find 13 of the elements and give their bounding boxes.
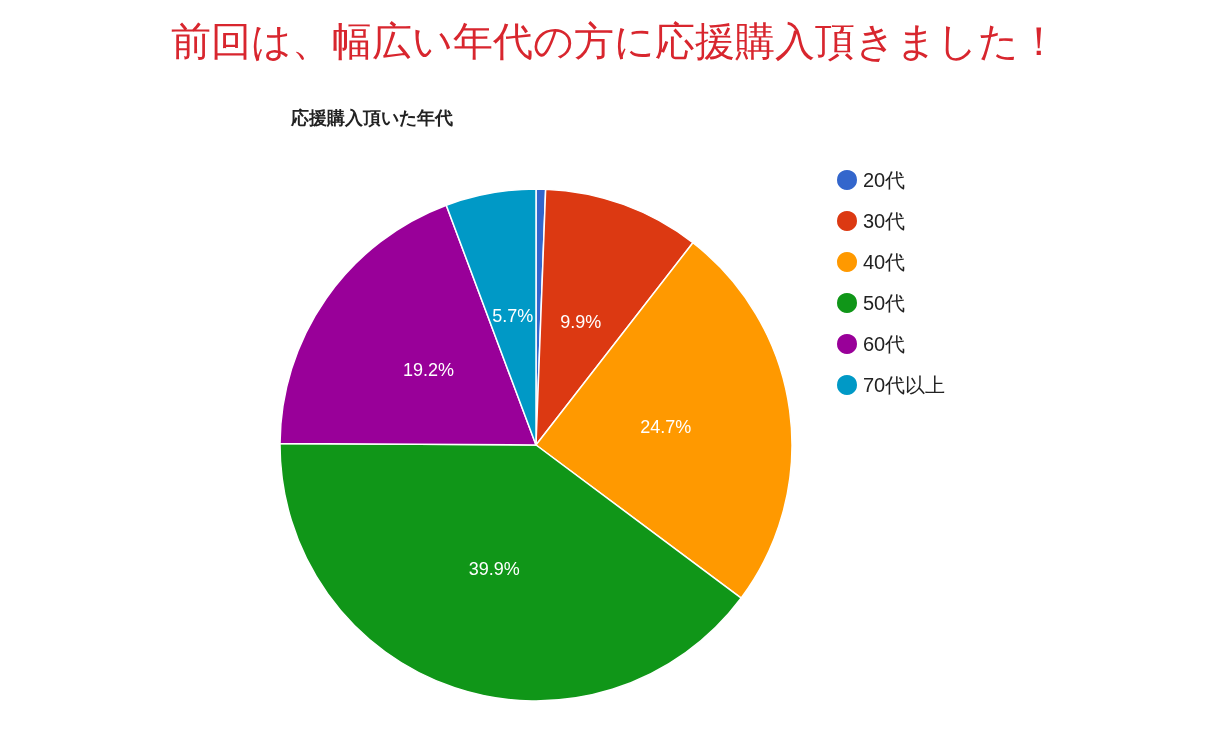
chart-subtitle: 応援購入頂いた年代 xyxy=(290,108,453,128)
legend-label: 20代 xyxy=(863,169,906,191)
legend-label: 40代 xyxy=(863,251,906,273)
data-label: 5.7% xyxy=(492,306,534,327)
legend-label: 70代以上 xyxy=(863,374,946,396)
chart-title: 前回は、幅広い年代の方に応援購入頂きました！ xyxy=(171,18,1059,64)
data-label: 19.2% xyxy=(403,360,455,381)
data-label: 24.7% xyxy=(640,417,692,438)
legend-label: 30代 xyxy=(863,210,906,232)
data-label: 9.9% xyxy=(560,311,602,332)
legend-label: 50代 xyxy=(863,292,906,314)
legend-label: 60代 xyxy=(863,333,906,355)
data-label: 39.9% xyxy=(468,559,520,580)
